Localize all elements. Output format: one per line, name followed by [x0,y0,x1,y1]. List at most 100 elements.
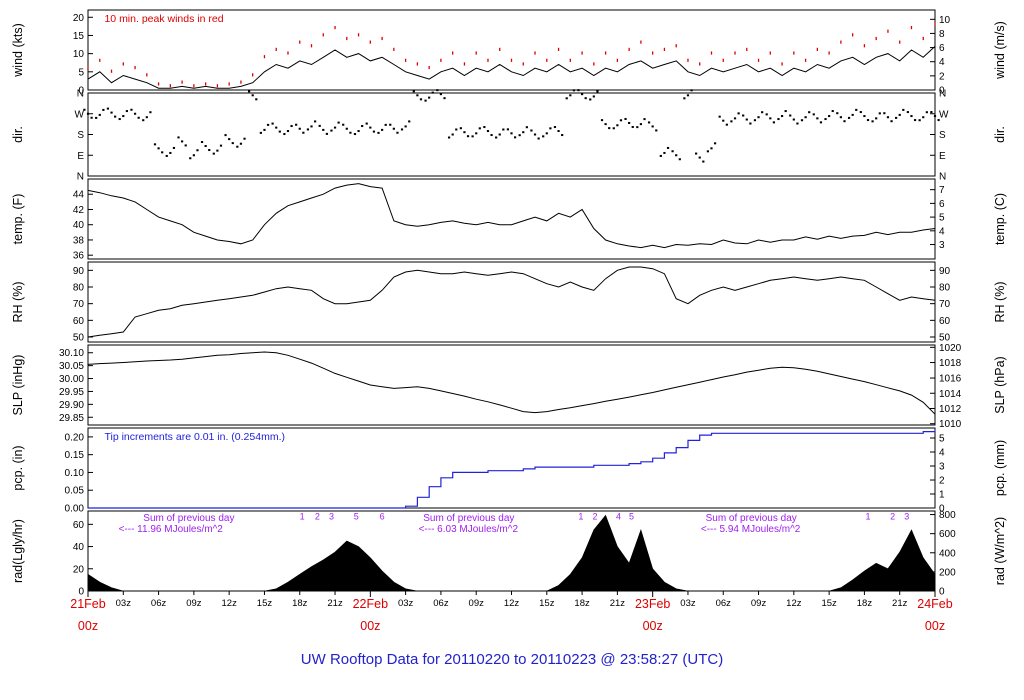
xtick-minor-label: 03z [680,598,696,609]
ytick-right: 1014 [939,389,962,400]
rad-hour-digit: 5 [354,512,359,522]
axis-label-right-pcp: pcp. (mm) [993,440,1007,496]
xtick-minor-label: 12z [786,598,802,609]
ytick-left: 70 [73,299,85,310]
series-sea-level-pressure-inhg [87,351,936,415]
rad-sum-label: Sum of previous day [143,513,234,524]
xtick-major-date: 24Feb [917,597,952,611]
axis-label-right-wind: wind (m/s) [993,21,1007,80]
xtick-minor-label: 03z [116,598,132,609]
xtick-major-date: 21Feb [70,597,105,611]
series-wind-avg-kts [87,46,936,89]
xtick-minor-label: 12z [222,598,238,609]
ytick-left: 30.05 [59,361,84,372]
ytick-left: 40 [73,542,85,553]
ytick-right: 90 [939,266,951,277]
note-pcp: Tip increments are 0.01 in. (0.254mm.) [104,431,285,443]
xtick-minor-label: 18z [574,598,590,609]
rad-sum-value: <--- 11.96 MJoules/m^2 [119,524,224,535]
ytick-right: 4 [939,448,945,459]
axis-label-left-dir: dir. [11,126,25,143]
series-wind-direction-deg [83,89,940,163]
ytick-left: 0.05 [65,486,85,497]
ytick-left: 80 [73,283,85,294]
ytick-left: 0.10 [65,468,85,479]
ytick-right: 800 [939,510,956,521]
ytick-right: N [939,89,946,100]
ytick-left: 29.90 [59,400,84,411]
ytick-left: 38 [73,235,85,246]
xtick-major-hour: 00z [78,619,98,633]
rad-hour-digit: 3 [904,512,909,522]
ytick-left: 0.15 [65,450,85,461]
series-wind-peak-kts [87,22,936,88]
ytick-left: 40 [73,220,85,231]
ytick-right: 600 [939,529,956,540]
series-solar-radiation-lgly-hr [87,514,936,592]
ytick-left: 0 [78,86,84,97]
ytick-left: E [77,151,84,162]
panel-temp: 36 38 40 42 44 3 4 5 6 7 temp. (F) temp. (C) [11,178,1007,262]
ytick-left: 60 [73,520,85,531]
axis-label-left-temp: temp. (F) [11,194,25,245]
panel-pcp: 0.00 0.05 0.10 0.15 0.20 0 1 2 3 4 5 pcp. (in) pcp. … [11,427,1007,515]
rad-sum-value: <--- 6.03 MJoules/m^2 [419,524,519,535]
ytick-left: 30.00 [59,374,84,385]
xtick-minor-label: 09z [186,598,202,609]
ytick-left: 5 [78,67,84,78]
axis-label-right-temp: temp. (C) [993,193,1007,245]
rad-hour-digit: 6 [380,512,385,522]
axis-label-right-rh: RH (%) [993,282,1007,323]
ytick-right: 200 [939,567,956,578]
ytick-right: 80 [939,283,951,294]
rad-hour-digit: 3 [329,512,334,522]
ytick-right: 1 [939,489,945,500]
ytick-left: 20 [73,13,85,24]
ytick-right: 1012 [939,404,962,415]
xtick-minor-label: 15z [257,598,273,609]
rad-sum-label: Sum of previous day [706,513,797,524]
axis-label-right-rad: rad (W/m^2) [993,517,1007,585]
xtick-minor-label: 21z [610,598,626,609]
xtick-minor-label: 06z [151,598,167,609]
xtick-minor-label: 12z [504,598,520,609]
xtick-minor-label: 21z [892,598,908,609]
panel-wind: 0 5 10 15 20 0 2 4 6 8 10 wind (kts) wind (m/s) 10 mi… [11,9,1007,97]
ytick-left: S [77,130,84,141]
ytick-right: 400 [939,548,956,559]
ytick-right: N [939,172,946,183]
xtick-major-date: 23Feb [635,597,670,611]
ytick-right: 0 [939,587,945,598]
ytick-left: 0 [78,587,84,598]
ytick-right: W [939,109,949,120]
xtick-minor-label: 18z [857,598,873,609]
ytick-right: 1010 [939,419,962,430]
axis-label-left-rad: rad(Lgly/hr) [11,519,25,583]
xtick-major-date: 22Feb [353,597,388,611]
ytick-left: 30.10 [59,348,84,359]
ytick-left: 90 [73,266,85,277]
ytick-left: 15 [73,31,85,42]
ytick-left: 29.95 [59,387,84,398]
xtick-minor-label: 09z [751,598,767,609]
x-axis: 03z 06z 09z 12z 15z 18z 21z 03z 06z 09z 12z 15z 18z 2… [70,591,953,633]
ytick-right: 7 [939,185,945,196]
ytick-left: N [77,172,84,183]
rad-hour-digit: 1 [865,512,870,522]
note-wind: 10 min. peak winds in red [104,13,223,25]
xtick-minor-label: 06z [433,598,449,609]
rad-sum-value: <--- 5.94 MJoules/m^2 [701,524,801,535]
ytick-right: 4 [939,226,945,237]
rad-hour-digit: 4 [616,512,621,522]
rad-hour-digit: 2 [315,512,320,522]
ytick-left: W [75,109,85,120]
ytick-left: 20 [73,564,85,575]
ytick-left: 60 [73,316,85,327]
series-relative-humidity-pct [87,266,936,338]
ytick-left: 36 [73,251,85,262]
ytick-right: S [939,130,946,141]
rad-hour-digit: 1 [578,512,583,522]
ytick-left: 44 [73,190,85,201]
rad-sum-label: Sum of previous day [423,513,514,524]
ytick-left: N [77,89,84,100]
